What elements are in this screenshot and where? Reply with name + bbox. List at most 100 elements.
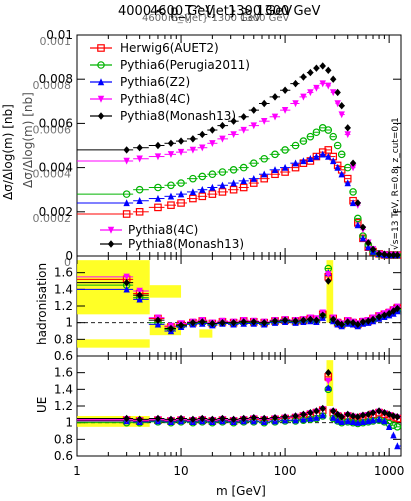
data-point (123, 146, 130, 154)
data-point (154, 414, 162, 423)
data-point (385, 251, 393, 259)
data-point (261, 318, 268, 327)
data-point (354, 418, 362, 426)
data-point (240, 318, 247, 326)
data-point (385, 423, 393, 431)
data-point (292, 79, 299, 88)
data-point (135, 185, 144, 194)
data-point (189, 146, 197, 154)
data-point (154, 153, 162, 161)
hadronisation-y-label: hadronisation (35, 263, 49, 345)
data-point (281, 163, 289, 171)
title-line-3: 1300 GeV (228, 4, 292, 19)
uncertainty-band (326, 260, 334, 323)
data-point (394, 413, 401, 421)
y-tick-label: 1.6 (54, 266, 73, 280)
data-point (312, 128, 321, 137)
data-point (292, 412, 299, 420)
data-point (250, 174, 257, 182)
data-point (154, 183, 162, 192)
data-point (359, 223, 367, 231)
uncertainty-band (149, 285, 182, 298)
data-point (177, 148, 185, 156)
data-point (375, 407, 383, 415)
y-tick-label: 0.004 (39, 161, 73, 175)
data-point (97, 95, 105, 103)
data-point (390, 251, 397, 259)
title-ghost-2: m_{jet} 1300 GeV (168, 13, 261, 24)
data-point (209, 183, 216, 191)
data-point (325, 368, 332, 377)
data-point (250, 122, 257, 130)
data-point (240, 177, 247, 185)
data-point (313, 316, 320, 324)
data-point (375, 415, 383, 423)
data-point (344, 179, 351, 187)
data-point (324, 126, 333, 134)
data-point (325, 271, 332, 279)
main-y-label: Δσ/Δlog(m) [nb] (1, 104, 15, 200)
data-point (261, 170, 268, 178)
data-point (349, 418, 357, 426)
data-point (271, 93, 279, 101)
data-point (229, 166, 238, 174)
data-point (209, 319, 216, 328)
data-point (381, 417, 388, 425)
data-point (209, 140, 216, 147)
data-point (177, 321, 185, 329)
data-point (359, 418, 367, 426)
data-point (349, 412, 357, 420)
data-point (230, 318, 237, 327)
data-point (209, 126, 216, 134)
data-point (136, 197, 143, 204)
data-point (177, 199, 185, 207)
data-point (330, 89, 337, 97)
data-point (177, 414, 185, 423)
data-point (349, 318, 357, 327)
data-point (313, 152, 320, 160)
main-y-label-ghost: Δσ/Δlog(m) [nb] (21, 92, 35, 188)
data-point (219, 121, 226, 130)
data-point (189, 415, 197, 424)
y-tick-label: 1.6 (54, 366, 73, 380)
data-point (97, 61, 105, 69)
data-point (123, 199, 130, 207)
data-point (177, 179, 185, 187)
data-point (271, 166, 279, 174)
data-point (189, 194, 197, 203)
data-point (219, 318, 226, 327)
data-point (319, 62, 326, 70)
data-point (167, 192, 175, 200)
y-tick-label: 0.006 (39, 116, 73, 130)
data-point (307, 68, 314, 77)
data-point (97, 112, 105, 120)
y-tick-label: 1.4 (54, 282, 73, 296)
y-tick-label: 0.008 (39, 72, 73, 86)
data-point (319, 150, 326, 158)
uncertainty-band (199, 329, 213, 338)
y-tick-label: 1 (65, 316, 73, 330)
data-point (359, 234, 367, 242)
data-point (375, 313, 383, 321)
legend-label: Pythia8(Monash13) (128, 237, 244, 251)
legend: Herwig6(AUET2) Pythia6(Perugia2011) Pythia… (90, 41, 250, 251)
data-point (330, 413, 337, 421)
data-point (136, 144, 143, 152)
data-point (199, 144, 206, 152)
data-point (218, 168, 227, 176)
data-point (189, 174, 197, 183)
data-point (189, 318, 197, 327)
y-tick-label: 1.2 (54, 299, 73, 313)
data-point (354, 413, 362, 421)
y-tick-label: 0.01 (46, 28, 73, 42)
data-point (333, 141, 342, 150)
data-point (292, 317, 299, 325)
data-point (167, 181, 175, 190)
data-point (122, 190, 131, 198)
uncertainty-band (77, 260, 150, 315)
y-tick-label: 1 (65, 416, 73, 430)
data-point (177, 190, 185, 198)
data-point (300, 316, 307, 324)
data-point (369, 408, 377, 417)
